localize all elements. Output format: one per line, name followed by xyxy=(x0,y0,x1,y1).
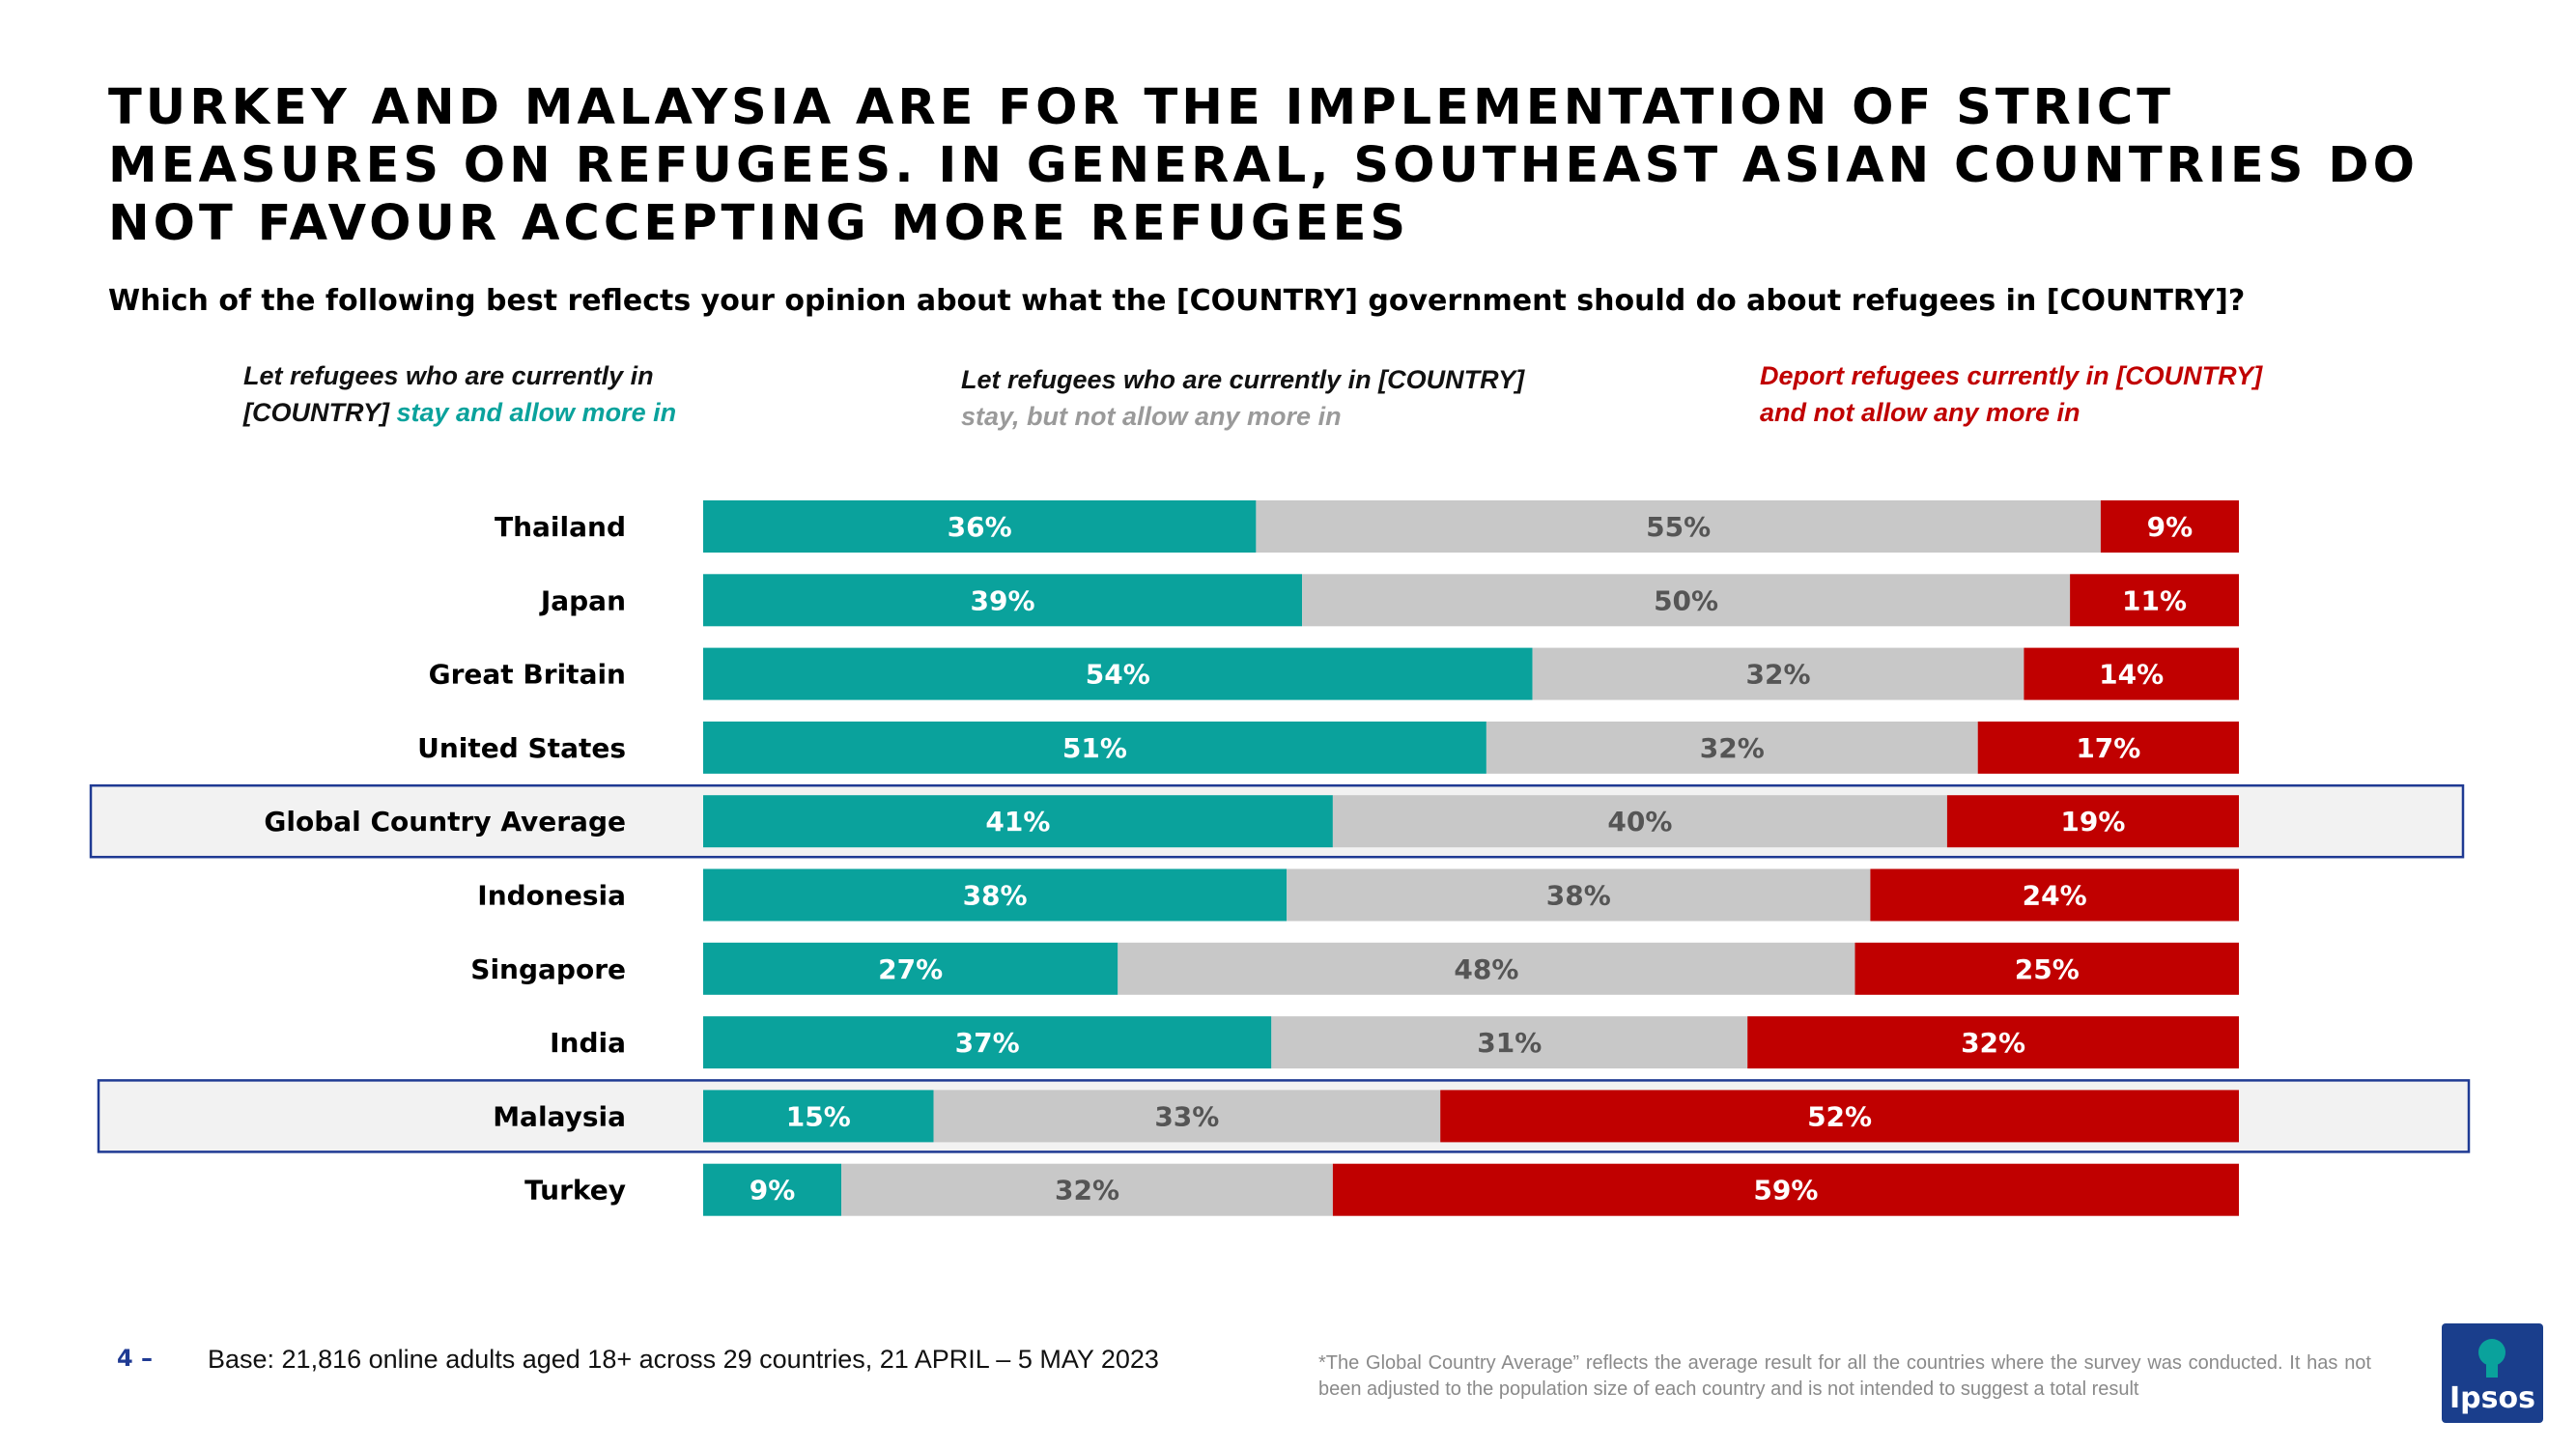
bar-segment xyxy=(1854,942,2239,995)
bar-segment xyxy=(703,942,1118,995)
data-label: 36% xyxy=(948,511,1012,543)
data-label: 51% xyxy=(1062,732,1127,764)
bar-segment xyxy=(2100,500,2239,553)
bar-segment xyxy=(703,1163,842,1216)
data-label: 48% xyxy=(1454,953,1518,985)
legend-stay: Let refugees who are currently in [COUNT… xyxy=(243,357,784,431)
ipsos-head-icon xyxy=(2478,1339,2505,1378)
global-average-footnote: *The Global Country Average” reflects th… xyxy=(1318,1352,2371,1400)
data-label: 37% xyxy=(955,1027,1020,1059)
category-label: India xyxy=(550,1027,626,1059)
bar-segment xyxy=(2024,647,2239,700)
bar-segment xyxy=(1946,795,2239,848)
data-label: 55% xyxy=(1646,511,1711,543)
bar-segment xyxy=(1332,1163,2239,1216)
bar-segment xyxy=(703,574,1303,627)
data-label: 52% xyxy=(1807,1100,1872,1132)
legend-deport-line1: Deport refugees currently in [COUNTRY] xyxy=(1760,361,2263,390)
data-label: 19% xyxy=(2060,806,2125,838)
bar-row: Japan 39% 50% 11% xyxy=(539,574,2239,627)
bar-row: United States 51% 32% 17% xyxy=(417,721,2239,774)
category-label: Turkey xyxy=(524,1175,626,1207)
bar-row: Great Britain 54% 32% 14% xyxy=(429,647,2239,700)
data-label: 41% xyxy=(985,806,1050,838)
data-label: 25% xyxy=(2015,953,2080,985)
bar-row: India 37% 31% 32% xyxy=(550,1016,2239,1069)
bar-segment xyxy=(703,1016,1272,1069)
data-label: 14% xyxy=(2099,659,2164,691)
bar-segment xyxy=(2070,574,2239,627)
data-label: 15% xyxy=(786,1100,851,1132)
data-label: 17% xyxy=(2076,732,2140,764)
bar-segment xyxy=(703,647,1533,700)
bar-row: Thailand 36% 55% 9% xyxy=(495,500,2239,553)
bar-row: Indonesia 38% 38% 24% xyxy=(477,868,2239,922)
survey-question: Which of the following best reflects you… xyxy=(108,284,2246,318)
legend-stay-line2b: stay and allow more in xyxy=(389,398,677,427)
bar-segment xyxy=(1532,647,2024,700)
page-number: 4 – xyxy=(117,1345,154,1372)
data-label: 38% xyxy=(1546,880,1611,912)
category-label: Thailand xyxy=(495,511,626,543)
data-label: 32% xyxy=(1055,1175,1119,1207)
data-label: 9% xyxy=(2147,511,2194,543)
data-label: 59% xyxy=(1753,1175,1818,1207)
bar-segment xyxy=(1256,500,2101,553)
bar-segment xyxy=(1870,868,2239,922)
category-label: Singapore xyxy=(470,953,626,985)
data-label: 50% xyxy=(1654,584,1718,616)
legend-notmore-line1: Let refugees who are currently in [COUNT… xyxy=(961,365,1525,394)
bar-segment xyxy=(703,721,1486,774)
legend-deport: Deport refugees currently in [COUNTRY] a… xyxy=(1760,357,2378,431)
legend-stay-line2a: [COUNTRY] xyxy=(243,398,389,427)
data-label: 32% xyxy=(1700,732,1765,764)
bar-segment xyxy=(1977,721,2239,774)
bar-segment xyxy=(703,500,1257,553)
bar-segment xyxy=(841,1163,1333,1216)
category-label: Global Country Average xyxy=(264,806,626,838)
legend-notmore-line2: stay, but not allow any more in xyxy=(961,402,1342,431)
legend-deport-line2: and not allow any more in xyxy=(1760,398,2081,427)
category-label: Great Britain xyxy=(429,659,626,691)
bar-segment xyxy=(1332,795,1947,848)
data-label: 54% xyxy=(1086,659,1150,691)
legend-notmore: Let refugees who are currently in [COUNT… xyxy=(961,361,1637,435)
data-label: 11% xyxy=(2122,584,2187,616)
data-label: 27% xyxy=(878,953,943,985)
category-label: Malaysia xyxy=(493,1100,626,1132)
data-label: 33% xyxy=(1154,1100,1219,1132)
page-title: TURKEY AND MALAYSIA ARE FOR THE IMPLEMEN… xyxy=(108,79,2419,252)
bar-segment xyxy=(1486,721,1978,774)
data-label: 9% xyxy=(750,1175,796,1207)
data-label: 31% xyxy=(1477,1027,1542,1059)
bar-segment xyxy=(1287,868,1871,922)
category-label: Indonesia xyxy=(477,880,626,912)
bar-segment xyxy=(703,1090,934,1143)
bar-segment xyxy=(933,1090,1441,1143)
legend-stay-line1: Let refugees who are currently in xyxy=(243,361,654,390)
data-label: 38% xyxy=(963,880,1028,912)
data-label: 32% xyxy=(1961,1027,2025,1059)
bar-segment xyxy=(1440,1090,2239,1143)
category-label: United States xyxy=(417,732,626,764)
bar-row: Malaysia 15% 33% 52% xyxy=(493,1090,2239,1143)
category-label: Japan xyxy=(539,584,626,616)
bar-segment xyxy=(1118,942,1855,995)
bar-row: Global Country Average 41% 40% 19% xyxy=(264,795,2239,848)
data-label: 40% xyxy=(1607,806,1672,838)
ipsos-logo: Ipsos xyxy=(2442,1323,2543,1423)
bar-row: Singapore 27% 48% 25% xyxy=(470,942,2239,995)
base-note: Base: 21,816 online adults aged 18+ acro… xyxy=(208,1345,1159,1374)
bar-segment xyxy=(703,868,1288,922)
data-label: 24% xyxy=(2023,880,2087,912)
bar-segment xyxy=(1302,574,2071,627)
bar-segment xyxy=(1747,1016,2239,1069)
bar-segment xyxy=(1271,1016,1748,1069)
bar-row: Turkey 9% 32% 59% xyxy=(524,1163,2239,1216)
data-label: 39% xyxy=(971,584,1035,616)
logo-text: Ipsos xyxy=(2449,1381,2535,1415)
bar-segment xyxy=(703,795,1333,848)
data-label: 32% xyxy=(1745,659,1810,691)
